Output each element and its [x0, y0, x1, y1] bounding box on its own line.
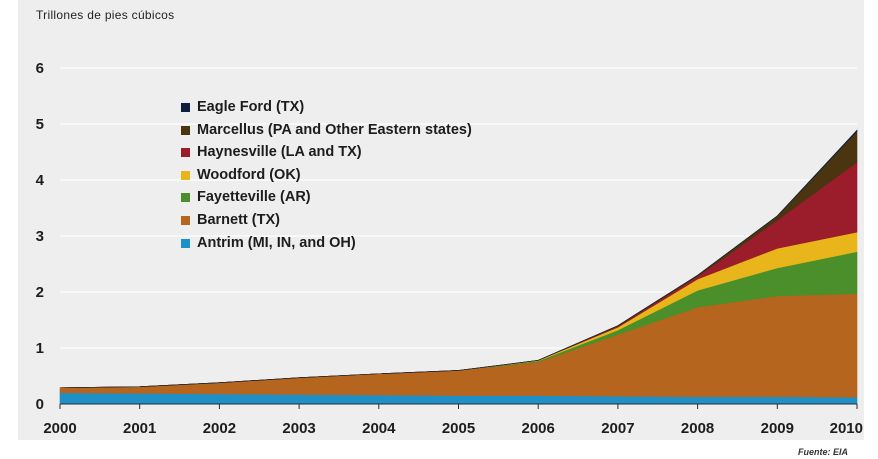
- x-tick-label: 2000: [43, 420, 76, 437]
- x-tick-label: 2008: [681, 420, 714, 437]
- x-tick-label: 2005: [442, 420, 475, 437]
- legend-label: Haynesville (LA and TX): [197, 144, 362, 161]
- legend-item: Antrim (MI, IN, and OH): [181, 232, 472, 255]
- legend-label: Eagle Ford (TX): [197, 99, 305, 115]
- x-tick-label: 2006: [522, 420, 555, 437]
- legend-item: Fayetteville (AR): [181, 186, 472, 209]
- y-tick-label: 3: [36, 228, 44, 245]
- x-tick-label: 2010: [830, 420, 863, 437]
- x-tick-label: 2004: [362, 420, 396, 437]
- legend-item: Eagle Ford (TX): [181, 96, 472, 119]
- y-axis-unit-label: Trillones de pies cúbicos: [36, 8, 175, 22]
- legend-label: Marcellus (PA and Other Eastern states): [197, 121, 472, 138]
- y-tick-label: 6: [36, 60, 44, 77]
- area-series-1: [59, 293, 858, 398]
- legend-label: Woodford (OK): [197, 166, 301, 183]
- y-tick-label: 5: [36, 116, 44, 133]
- x-tick-label: 2001: [123, 420, 156, 437]
- legend-swatch: [181, 193, 190, 203]
- legend-swatch: [181, 148, 190, 158]
- legend-swatch: [181, 170, 190, 180]
- y-tick-label: 2: [36, 284, 44, 301]
- y-tick-label: 0: [36, 396, 44, 413]
- x-tick-label: 2009: [761, 420, 794, 437]
- area-series-6: [59, 129, 858, 389]
- y-tick-label: 4: [36, 172, 45, 189]
- legend-item: Barnett (TX): [181, 209, 472, 232]
- x-tick-label: 2003: [282, 420, 315, 437]
- source-note: Fuente: EIA: [797, 447, 848, 457]
- legend-swatch: [181, 238, 190, 248]
- chart-legend: Eagle Ford (TX) Marcellus (PA and Other E…: [181, 96, 472, 254]
- legend-item: Marcellus (PA and Other Eastern states): [181, 119, 472, 142]
- x-tick-label: 2002: [203, 420, 236, 437]
- legend-swatch: [181, 103, 190, 112]
- legend-label: Fayetteville (AR): [197, 189, 311, 206]
- legend-label: Antrim (MI, IN, and OH): [197, 234, 356, 251]
- legend-swatch: [181, 125, 190, 135]
- x-tick-label: 2007: [601, 420, 634, 437]
- legend-item: Haynesville (LA and TX): [181, 141, 472, 164]
- legend-label: Barnett (TX): [197, 211, 280, 228]
- legend-item: Woodford (OK): [181, 164, 472, 187]
- legend-swatch: [181, 215, 190, 225]
- y-tick-label: 1: [36, 340, 44, 357]
